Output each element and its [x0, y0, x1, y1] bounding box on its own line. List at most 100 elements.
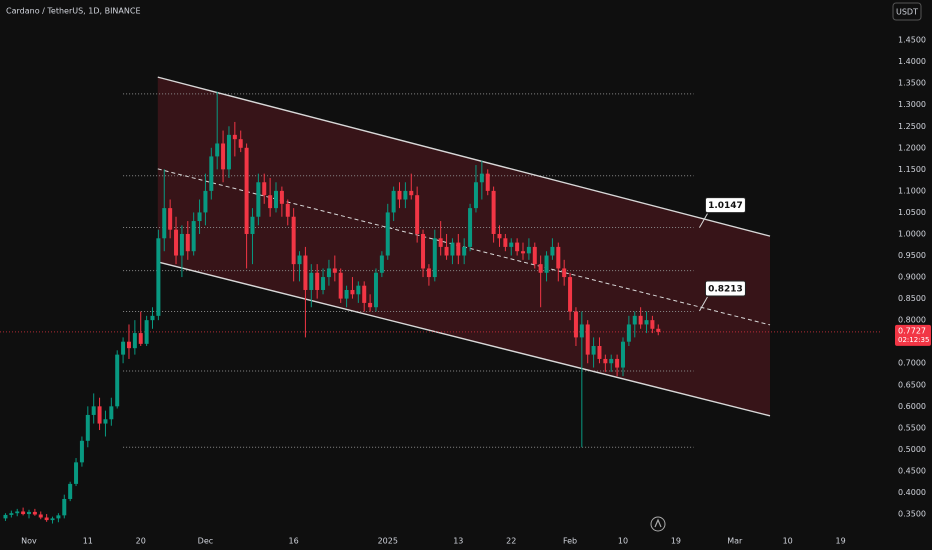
candle-body	[62, 498, 67, 516]
candle-body	[638, 315, 643, 325]
candle-body	[650, 320, 655, 329]
x-tick-label: 10	[783, 537, 793, 546]
candle-body	[450, 242, 455, 256]
candle-body	[303, 255, 308, 290]
label-connector	[699, 296, 708, 312]
candle-body	[503, 238, 508, 247]
y-tick-label: 1.1000	[898, 186, 926, 195]
candle-body	[179, 233, 184, 256]
currency-button[interactable]	[892, 2, 922, 21]
candle-body	[156, 238, 161, 316]
candle-body	[144, 320, 149, 344]
x-tick-label: 19	[836, 537, 846, 546]
y-tick-label: 1.0000	[898, 229, 926, 238]
x-tick-label: 13	[453, 537, 463, 546]
candle-body	[309, 272, 314, 290]
candle-body	[379, 255, 384, 273]
y-tick-label: 0.8000	[898, 316, 926, 325]
channel-upper	[157, 76, 771, 237]
candle-body	[391, 190, 396, 213]
candle-body	[556, 246, 561, 269]
symbol-title: Cardano / TetherUS, 1D, BINANCE	[6, 7, 141, 16]
candle-body	[526, 246, 531, 254]
last-price-label: 0.7727	[898, 326, 926, 335]
candle-body	[591, 346, 596, 355]
candle-body	[356, 285, 361, 295]
plot	[0, 76, 880, 524]
y-tick-label: 1.1500	[898, 165, 926, 174]
y-tick-label: 0.7000	[898, 359, 926, 368]
candle-body	[197, 212, 202, 222]
candle-body	[603, 358, 608, 364]
candle-body	[85, 414, 90, 441]
candle-body	[426, 268, 431, 278]
candle-body	[573, 311, 578, 338]
candle-body	[297, 255, 302, 265]
candle-body	[68, 483, 73, 499]
candle-body	[226, 134, 231, 170]
candle-body	[579, 324, 584, 338]
price-label: 1.0147	[708, 201, 743, 211]
x-tick-label: Nov	[21, 537, 37, 546]
candle-body	[326, 268, 331, 278]
candle-body	[15, 511, 20, 514]
candle-body	[21, 511, 26, 515]
y-tick-label: 0.9500	[898, 251, 926, 260]
x-tick-label: Mar	[727, 537, 743, 546]
candle-body	[620, 341, 625, 368]
candle-body	[485, 173, 490, 191]
y-tick-label: 0.3500	[898, 510, 926, 519]
candle-body	[174, 229, 179, 256]
candle-body	[238, 139, 243, 148]
candle-body	[74, 462, 79, 484]
candle-body	[121, 341, 126, 355]
candle-body	[215, 143, 220, 157]
candle-body	[50, 518, 55, 521]
candle-body	[332, 268, 337, 273]
candle-body	[444, 246, 449, 256]
candle-body	[415, 195, 420, 234]
currency-label[interactable]: USDT	[896, 8, 918, 17]
candle-body	[291, 216, 296, 265]
x-tick-label: 22	[506, 537, 516, 546]
candle-body	[479, 173, 484, 183]
candle-body	[109, 406, 114, 420]
y-tick-label: 0.5500	[898, 423, 926, 432]
y-tick-label: 1.4500	[898, 36, 926, 45]
candle-body	[456, 242, 461, 256]
candle-body	[26, 511, 31, 515]
candle-body	[285, 203, 290, 217]
candle-body	[491, 190, 496, 234]
candle-body	[421, 233, 426, 269]
candle-body	[244, 147, 249, 234]
candle-body	[338, 272, 343, 299]
candle-body	[126, 341, 131, 349]
candle-body	[162, 208, 167, 239]
candle-body	[644, 320, 649, 325]
candle-body	[544, 255, 549, 273]
candle-body	[209, 156, 214, 191]
y-tick-label: 0.8500	[898, 294, 926, 303]
candle-body	[79, 440, 84, 463]
x-tick-label: 20	[136, 537, 146, 546]
candle-body	[38, 514, 43, 518]
candle-body	[115, 354, 120, 407]
y-tick-label: 0.4000	[898, 488, 926, 497]
y-tick-label: 1.4000	[898, 57, 926, 66]
candle-body	[438, 238, 443, 247]
candle-body	[615, 358, 620, 368]
candle-body	[203, 190, 208, 213]
candle-body	[473, 182, 478, 209]
y-tick-label: 1.2500	[898, 122, 926, 131]
candle-body	[274, 190, 279, 209]
candle-body	[362, 285, 367, 303]
price-label: 0.8213	[708, 284, 743, 294]
candle-body	[403, 190, 408, 200]
tv-logo[interactable]	[650, 516, 666, 532]
candle-body	[3, 514, 8, 519]
candle-body	[597, 346, 602, 359]
candle-body	[168, 208, 173, 230]
